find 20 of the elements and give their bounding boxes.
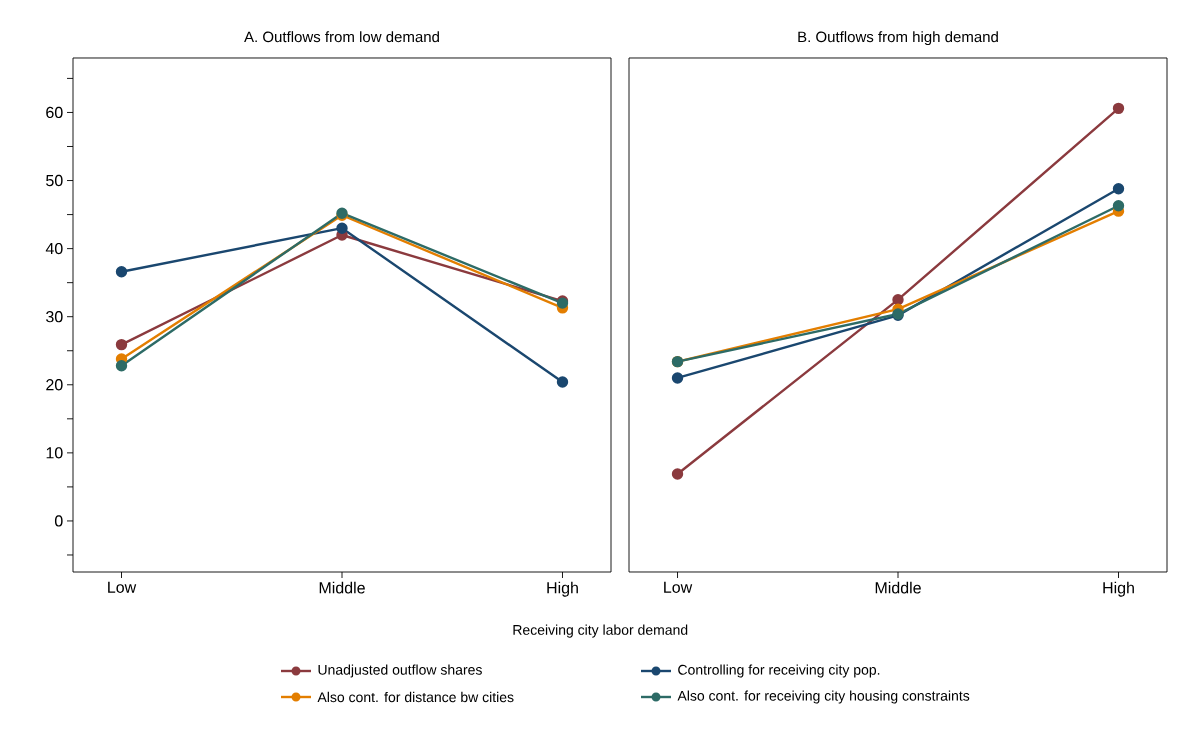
x-tick-label: Middle bbox=[875, 581, 921, 594]
y-tick-label: 50 bbox=[46, 174, 63, 187]
x-tick-label: High bbox=[547, 581, 578, 597]
x-tick-label: Middle bbox=[319, 581, 365, 594]
x-tick-label: Low bbox=[108, 581, 137, 593]
x-tick-label: High bbox=[1103, 581, 1134, 597]
y-tick-label: 0 bbox=[54, 515, 63, 527]
legend-label: Also cont. for receiving city housing constraints bbox=[677, 690, 970, 704]
legend-label: Unadjusted outflow shares bbox=[318, 664, 482, 678]
y-tick-label: 20 bbox=[46, 379, 63, 391]
y-tick-label: 60 bbox=[46, 106, 63, 119]
y-tick-label: 30 bbox=[46, 311, 63, 323]
legend-label: Also cont. for distance bw cities bbox=[317, 691, 514, 703]
y-tick-label: 40 bbox=[45, 242, 63, 255]
x-tick-label: Low bbox=[664, 581, 693, 593]
x-axis-title: Receiving city labor demand bbox=[513, 624, 688, 638]
legend-label: Controlling for receiving city pop. bbox=[678, 664, 880, 678]
chart-title: B. Outflows from high demand bbox=[798, 31, 998, 46]
chart-title: A. Outflows from low demand bbox=[244, 31, 439, 43]
y-tick-label: 10 bbox=[46, 447, 63, 459]
